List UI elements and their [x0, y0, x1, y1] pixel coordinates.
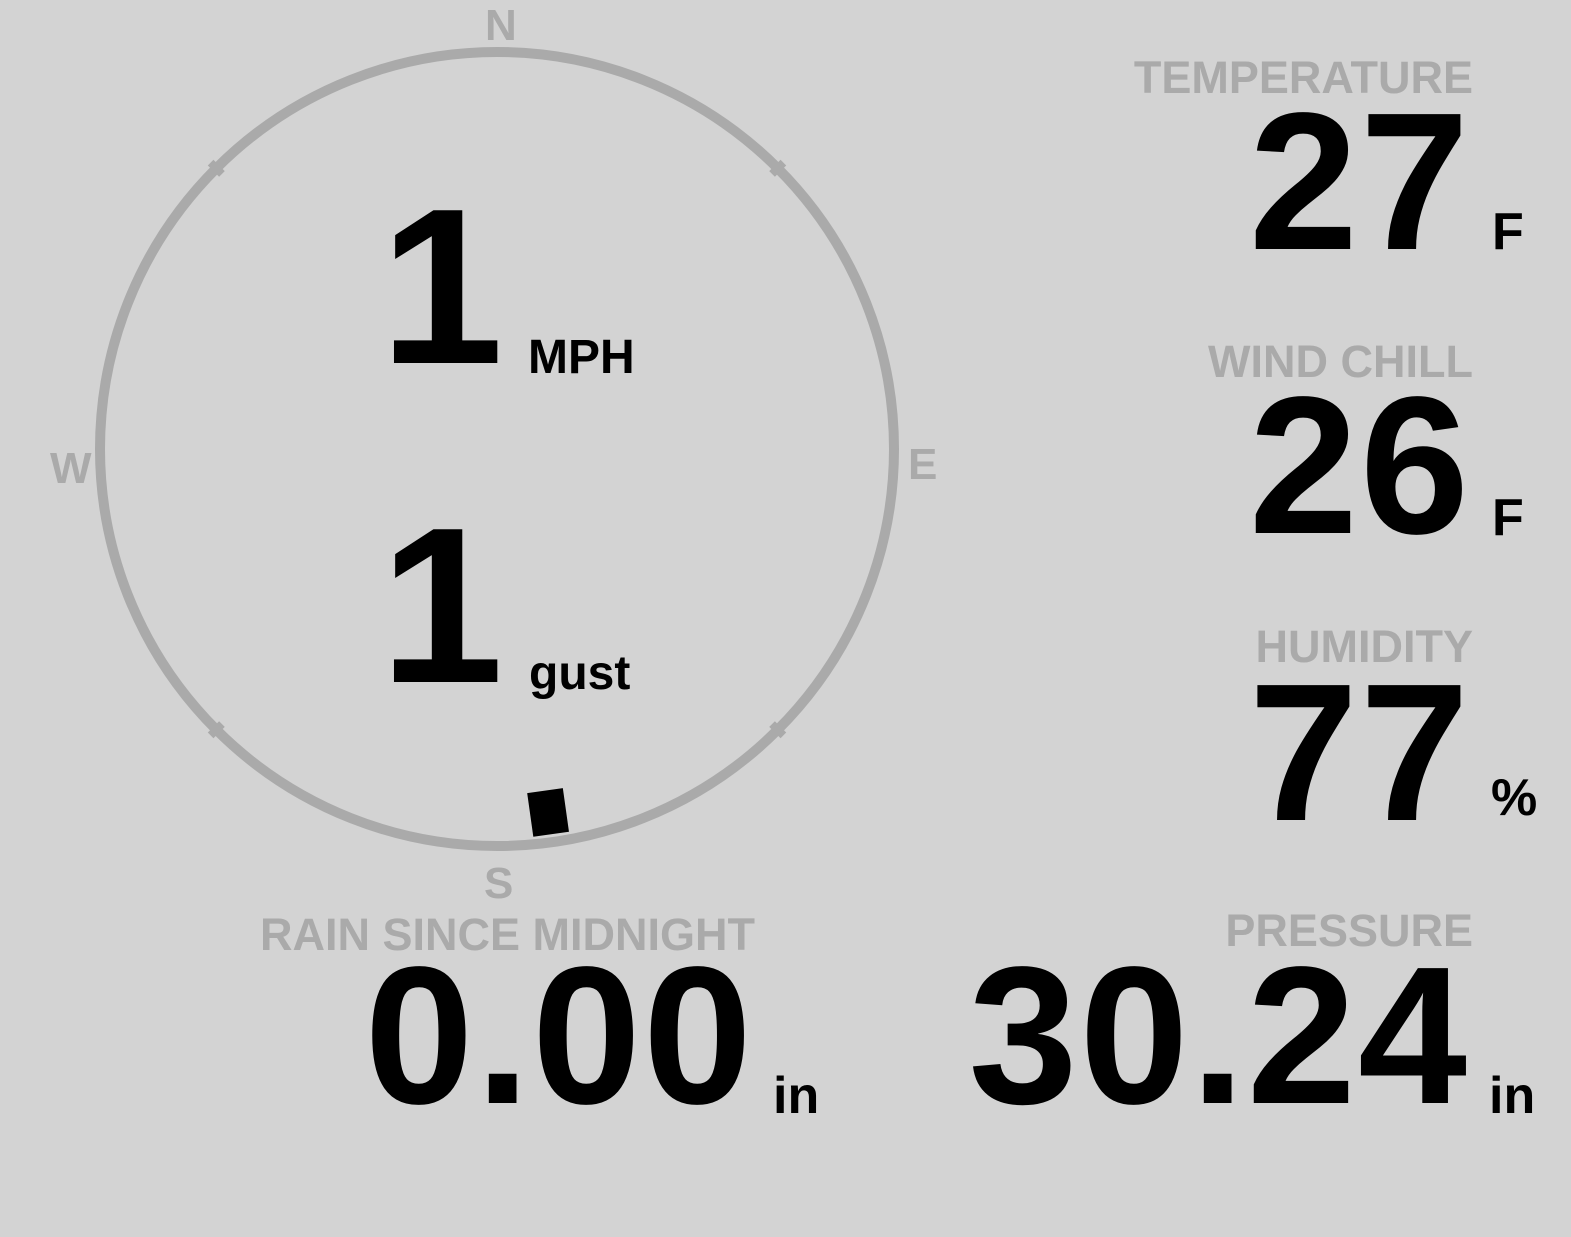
compass-south: S — [484, 859, 514, 908]
wind-gust-unit: gust — [529, 647, 631, 700]
humidity-label: HUMIDITY — [1255, 621, 1474, 672]
pressure-unit: in — [1489, 1067, 1536, 1125]
wind-chill-label: WIND CHILL — [1208, 336, 1473, 387]
wind-direction-marker — [527, 788, 569, 837]
rain-label: RAIN SINCE MIDNIGHT — [260, 909, 755, 960]
compass-tick — [769, 159, 787, 177]
humidity-unit: % — [1491, 769, 1538, 827]
compass-ring — [95, 47, 899, 851]
compass-west: W — [50, 444, 92, 493]
wind-speed-value: 1 — [380, 163, 506, 411]
compass-tick — [207, 721, 225, 739]
pressure-value: 30.24 — [968, 926, 1469, 1145]
wind-chill-value: 26 — [1248, 356, 1471, 575]
rain-value: 0.00 — [364, 926, 754, 1145]
rain-unit: in — [773, 1067, 820, 1125]
humidity-value: 77 — [1248, 643, 1471, 862]
compass-north: N — [485, 1, 517, 50]
compass-east: E — [908, 440, 938, 489]
temperature-label: TEMPERATURE — [1133, 52, 1473, 103]
pressure-label: PRESSURE — [1225, 905, 1473, 956]
wind-chill-unit: F — [1492, 489, 1524, 547]
compass-tick — [769, 721, 787, 739]
temperature-value: 27 — [1248, 72, 1471, 291]
temperature-unit: F — [1492, 203, 1524, 261]
wind-gust-value: 1 — [380, 482, 506, 730]
wind-speed-unit: MPH — [528, 331, 635, 384]
compass-tick — [207, 159, 225, 177]
